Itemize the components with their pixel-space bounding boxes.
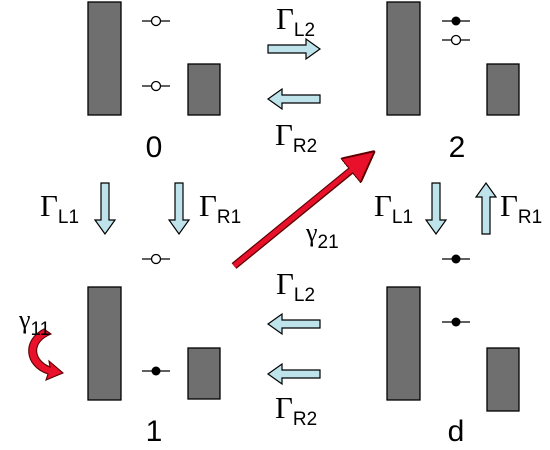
left-barrier (87, 1, 122, 116)
transition-0-to-1-R1: ΓR1 (167, 182, 241, 236)
empty-level-middle (442, 34, 470, 46)
down-arrow (93, 182, 117, 236)
rate-label-R2-top: ΓR2 (275, 117, 317, 157)
left-barrier (87, 286, 122, 401)
transition-d-to-2-R1: ΓR1 (474, 181, 542, 235)
transition-2-to-d-L1: ΓL1 (374, 182, 448, 236)
state-label-0: 0 (146, 131, 163, 164)
right-barrier (187, 63, 221, 116)
relaxation-label-21: γ21 (305, 218, 339, 253)
state-label-2: 2 (449, 131, 466, 164)
up-arrow (474, 181, 498, 235)
transition-0-to-2-L2: ΓL2 (267, 1, 322, 61)
empty-level-upper (142, 253, 170, 265)
occupied-level-lower (142, 366, 170, 376)
state-label-1: 1 (146, 415, 163, 448)
right-barrier (486, 63, 520, 116)
occupied-level-lower (442, 317, 470, 327)
right-barrier (187, 347, 221, 400)
down-arrow (424, 182, 448, 236)
rate-label-R1-right: ΓR1 (500, 188, 542, 228)
transition-d-to-1-L2: ΓL2 (266, 266, 321, 336)
state-label-d: d (448, 415, 465, 448)
relaxation-label-11: γ11 (18, 305, 50, 340)
left-arrow (266, 312, 321, 336)
state-1: 1 (87, 253, 221, 448)
rate-label-L2-top: ΓL2 (276, 1, 315, 41)
relaxation-gamma-11: γ11 (18, 305, 65, 381)
left-arrow (266, 87, 321, 111)
state-2: 2 (386, 1, 520, 164)
rate-label-R2-bottom: ΓR2 (275, 390, 317, 430)
down-arrow (167, 182, 191, 236)
occupied-level-upper (442, 254, 470, 264)
state-d: d (386, 254, 520, 448)
rate-label-L1-left: ΓL1 (40, 188, 79, 228)
right-arrow (267, 37, 322, 61)
left-barrier (386, 1, 421, 116)
left-arrow (266, 362, 321, 386)
right-barrier (486, 347, 520, 412)
transition-0-to-1-L1: ΓL1 (40, 182, 117, 236)
relaxation-gamma-21: γ21 (231, 155, 370, 269)
occupied-level-upper (442, 16, 470, 26)
curved-arrow-icon (28, 328, 65, 381)
rate-label-L1-right: ΓL1 (374, 188, 413, 228)
empty-level-lower (142, 80, 170, 92)
transition-d-to-1-R2: ΓR2 (266, 362, 321, 430)
rate-label-R1-left: ΓR1 (199, 188, 241, 228)
empty-level-upper (142, 15, 170, 27)
rate-label-L2-bottom: ΓL2 (276, 266, 315, 306)
left-barrier (386, 286, 421, 401)
transition-2-to-0-R2: ΓR2 (266, 87, 321, 157)
state-0: 0 (87, 1, 221, 164)
